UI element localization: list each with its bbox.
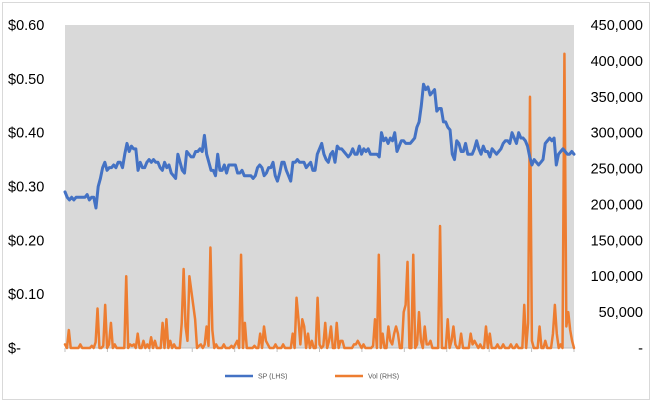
series-line-sp xyxy=(63,82,576,210)
right-axis-ticks: - 50,000 100,000 150,000 200,000 250,000 300,0… xyxy=(591,18,644,357)
right-tick-label: 300,000 xyxy=(591,126,643,142)
series-layer xyxy=(63,52,576,350)
left-tick-label: $- xyxy=(8,341,21,357)
right-tick-label: 150,000 xyxy=(591,233,643,249)
chart-svg: $- $0.10 $0.20 $0.30 $0.40 $0.50 $0.60 - 50,000… xyxy=(8,18,644,381)
right-tick-label: 450,000 xyxy=(591,18,643,34)
series-line-vol xyxy=(63,52,576,350)
right-tick-label: 200,000 xyxy=(591,197,643,213)
left-tick-label: $0.20 xyxy=(8,233,44,249)
plot-area xyxy=(65,25,574,348)
right-tick-label: 50,000 xyxy=(599,305,643,321)
right-tick-label: 250,000 xyxy=(591,162,643,178)
legend-label: SP (LHS) xyxy=(258,374,287,381)
left-tick-label: $0.60 xyxy=(8,18,44,34)
right-tick-label: 350,000 xyxy=(591,90,643,106)
right-tick-label: 100,000 xyxy=(591,269,643,285)
legend-label: Vol (RHS) xyxy=(368,374,399,381)
left-tick-label: $0.40 xyxy=(8,126,44,142)
left-tick-label: $0.30 xyxy=(8,180,44,196)
right-tick-label: - xyxy=(638,341,643,357)
chart-frame: $- $0.10 $0.20 $0.30 $0.40 $0.50 $0.60 - 50,000… xyxy=(2,2,650,400)
legend: SP (LHS) Vol (RHS) xyxy=(225,374,399,381)
left-tick-label: $0.10 xyxy=(8,287,44,303)
right-tick-label: 400,000 xyxy=(591,54,643,70)
left-axis-ticks: $- $0.10 $0.20 $0.30 $0.40 $0.50 $0.60 xyxy=(8,18,44,357)
left-tick-label: $0.50 xyxy=(8,72,44,88)
